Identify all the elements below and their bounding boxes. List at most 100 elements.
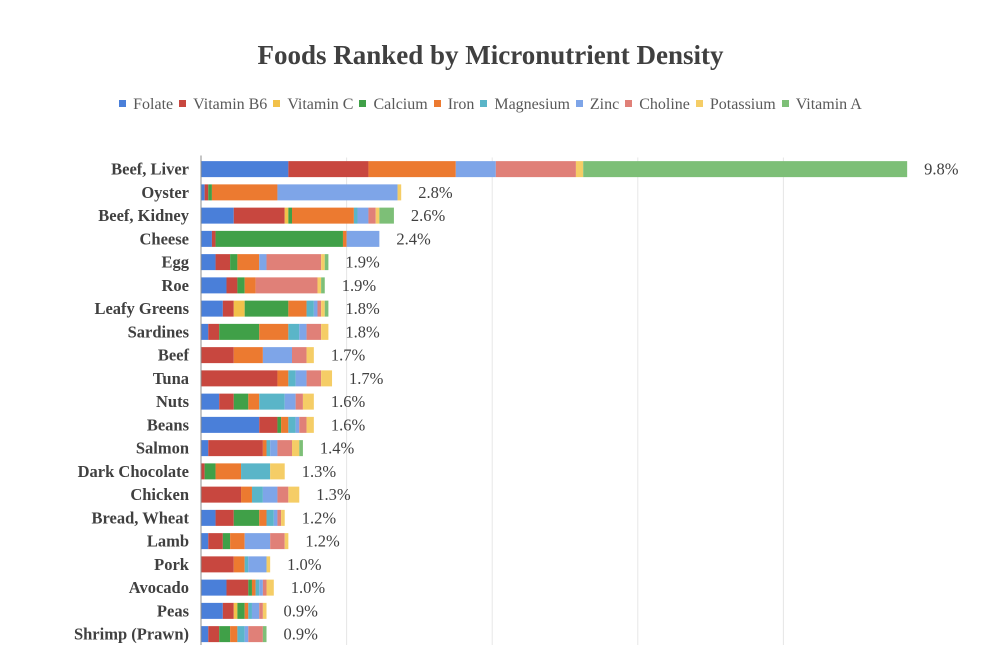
bar-segment-calcium — [233, 509, 260, 526]
bar-segment-potassium — [317, 277, 322, 294]
bar-segment-choline — [255, 277, 318, 294]
total-label: 1.7% — [349, 369, 384, 388]
bar-segment-vitamin-b6 — [201, 463, 205, 480]
legend-label: Vitamin C — [287, 96, 354, 113]
bar-segment-choline — [270, 533, 285, 550]
bar-segment-zinc — [299, 323, 307, 340]
bar-segment-vitamin-c — [233, 602, 238, 619]
bar-segment-choline — [299, 416, 307, 433]
bar-segment-magnesium — [288, 416, 296, 433]
bar-segment-potassium — [321, 300, 325, 317]
bar-segment-iron — [259, 509, 267, 526]
bar-segment-calcium — [204, 463, 216, 480]
legend-label: Magnesium — [494, 96, 570, 113]
bar-segment-potassium — [321, 323, 329, 340]
total-label: 1.8% — [345, 322, 380, 341]
bar-segment-potassium — [266, 579, 274, 596]
bar-segment-vitamin-b6 — [211, 230, 216, 247]
category-label: Beans — [147, 415, 190, 434]
legend-item-zinc: Zinc — [575, 96, 620, 114]
bar-segment-potassium — [266, 556, 271, 573]
bar-segment-folate — [201, 509, 216, 526]
bar-segment-calcium — [288, 207, 292, 224]
bar-segment-calcium — [244, 300, 289, 317]
total-label: 1.6% — [331, 415, 366, 434]
category-label: Beef, Kidney — [98, 206, 189, 225]
legend-item-potassium: Potassium — [695, 96, 776, 114]
bar-segment-zinc — [295, 370, 307, 387]
bar-segment-vitamin-c — [233, 300, 245, 317]
total-label: 1.4% — [320, 439, 355, 458]
bar-segment-potassium — [321, 254, 325, 271]
legend-swatch — [273, 100, 281, 107]
bar-segment-iron — [248, 393, 260, 410]
bar-segment-choline — [248, 626, 263, 643]
legend-item-folate: Folate — [119, 96, 173, 114]
legend-item-vitamin-c: Vitamin C — [273, 96, 353, 114]
bar-segment-choline — [259, 602, 263, 619]
bar-segment-calcium — [219, 626, 231, 643]
total-label: 2.6% — [411, 206, 446, 225]
legend-label: Zinc — [589, 96, 620, 113]
bar-segment-vitamin-b6 — [288, 161, 369, 178]
legend-label: Calcium — [373, 96, 428, 113]
category-label: Nuts — [156, 392, 190, 411]
bar-segment-zinc — [259, 579, 263, 596]
bar-segment-vitamin-b6 — [201, 370, 278, 387]
bar-segment-potassium — [306, 416, 314, 433]
category-label: Peas — [157, 601, 190, 620]
total-label: 1.8% — [345, 299, 380, 318]
bar-segment-zinc — [313, 300, 318, 317]
bar-segment-vitamin-b6 — [201, 556, 234, 573]
bar-segment-calcium — [237, 602, 245, 619]
bar-segment-iron — [342, 230, 347, 247]
legend: Folate Vitamin B6 Vitamin C Calcium Iron Magn… — [0, 96, 981, 114]
bar-segment-magnesium — [248, 602, 252, 619]
legend-item-magnesium: Magnesium — [480, 96, 570, 114]
bar-segment-iron — [241, 486, 252, 503]
bar-segment-choline — [306, 370, 322, 387]
total-label: 2.8% — [418, 183, 453, 202]
bar-segment-choline — [317, 300, 322, 317]
legend-item-vitamin-a: Vitamin A — [781, 96, 862, 114]
total-label: 1.2% — [302, 508, 337, 527]
bar-segment-choline — [277, 509, 282, 526]
bar-segment-choline — [266, 254, 322, 271]
bar-segment-choline — [306, 323, 322, 340]
bar-segment-vitamin-b6 — [204, 184, 209, 201]
bar-segment-iron — [230, 533, 245, 550]
bar-segment-iron — [277, 370, 289, 387]
legend-swatch — [781, 100, 789, 107]
category-label: Tuna — [153, 369, 189, 388]
bar-segment-potassium — [284, 533, 289, 550]
total-label: 1.7% — [331, 346, 366, 365]
legend-swatch — [575, 100, 583, 107]
bar-segment-calcium — [215, 230, 343, 247]
bar-segment-folate — [201, 393, 220, 410]
bar-segment-iron — [259, 323, 289, 340]
bar-segment-zinc — [244, 626, 249, 643]
category-label: Lamb — [147, 532, 189, 551]
total-label: 1.9% — [342, 276, 377, 295]
bar-segment-vitamin-b6 — [222, 300, 234, 317]
category-label: Oyster — [141, 183, 189, 202]
bar-segment-zinc — [251, 602, 260, 619]
bar-segment-calcium — [219, 323, 260, 340]
bar-segment-zinc — [262, 347, 292, 364]
bar-segment-magnesium — [266, 509, 274, 526]
legend-label: Folate — [133, 96, 174, 113]
bar-segment-vitamin-b6 — [201, 486, 242, 503]
bar-segment-iron — [281, 416, 289, 433]
bar-segment-choline — [495, 161, 576, 178]
total-label: 9.8% — [924, 160, 959, 179]
category-label: Salmon — [136, 439, 189, 458]
bar-segment-choline — [277, 486, 289, 503]
category-label: Bread, Wheat — [92, 508, 190, 527]
total-label: 2.4% — [396, 229, 431, 248]
bar-segment-zinc — [262, 486, 278, 503]
bar-segment-magnesium — [241, 463, 271, 480]
bar-segment-vitamin-a — [379, 207, 394, 224]
legend-label: Iron — [447, 96, 475, 113]
bar-segment-magnesium — [255, 579, 260, 596]
bar-segment-iron — [262, 440, 267, 457]
